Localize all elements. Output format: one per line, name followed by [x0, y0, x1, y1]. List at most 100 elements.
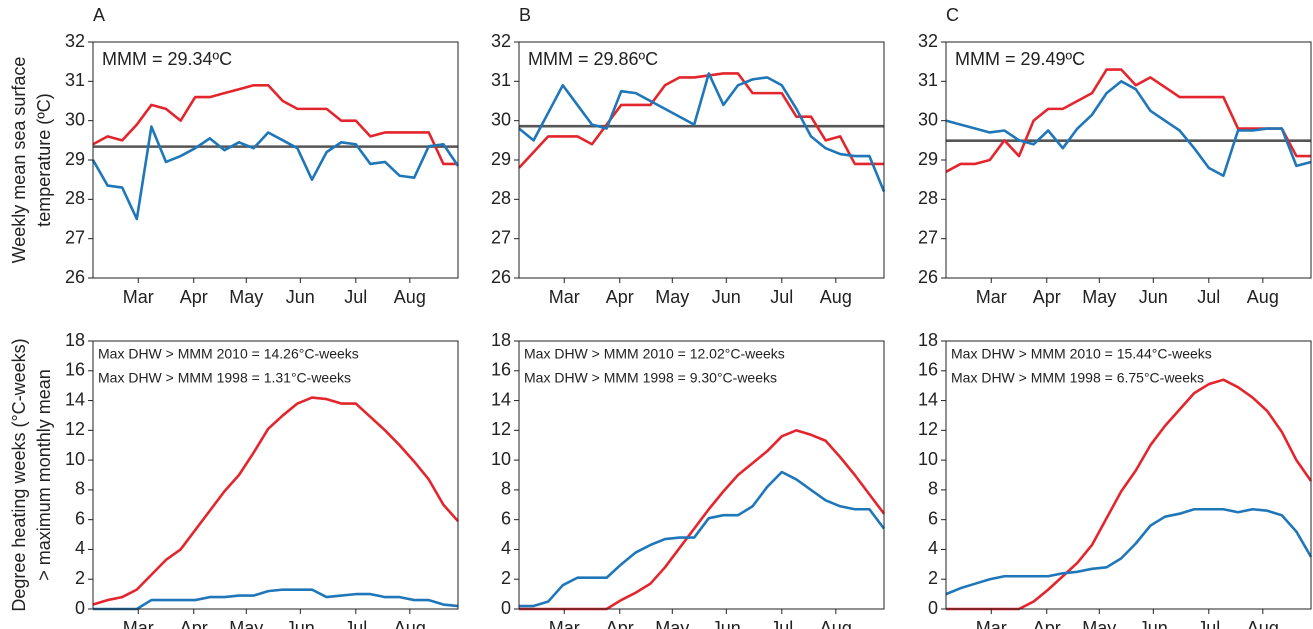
- data-line: [519, 470, 886, 608]
- plot-frame: [945, 340, 1312, 610]
- annotation: Max DHW > MMM 2010 = 14.26°C-weeks: [98, 346, 359, 362]
- plot-frame: [92, 41, 459, 279]
- annotation: Max DHW > MMM 2010 = 12.02°C-weeks: [524, 346, 785, 362]
- y-tick-label: 12: [65, 419, 85, 439]
- data-line: [519, 429, 886, 611]
- x-tick-label: Jun: [712, 287, 741, 307]
- y-tick-label: 30: [65, 109, 85, 129]
- x-tick-label: Apr: [1033, 618, 1061, 629]
- y-tick-label: 27: [491, 227, 511, 247]
- data-line: [945, 80, 1312, 178]
- y-tick-label: 18: [918, 330, 938, 350]
- y-tick-label: 27: [65, 227, 85, 247]
- y-tick-label: 8: [928, 479, 938, 499]
- panel-label: A: [93, 5, 105, 25]
- y-tick-label: 31: [65, 70, 85, 90]
- data-line: [518, 72, 884, 169]
- annotation: Max DHW > MMM 1998 = 9.30°C-weeks: [524, 370, 777, 386]
- annotation: Max DHW > MMM 2010 = 15.44°C-weeks: [951, 346, 1212, 362]
- y-axis-label: > maximum monthly mean: [34, 369, 54, 581]
- y-tick-label: 8: [501, 479, 511, 499]
- x-tick-label: Aug: [820, 287, 852, 307]
- x-tick-label: Apr: [606, 618, 634, 629]
- x-tick-label: Mar: [123, 618, 154, 629]
- y-tick-label: 14: [491, 389, 511, 409]
- x-tick-label: Aug: [394, 618, 426, 629]
- y-tick-label: 12: [918, 419, 938, 439]
- y-tick-label: 4: [928, 538, 938, 558]
- x-tick-label: Jun: [286, 287, 315, 307]
- x-tick-label: Jul: [344, 287, 367, 307]
- y-tick-label: 0: [75, 598, 85, 618]
- y-tick-label: 28: [65, 188, 85, 208]
- y-tick-label: 31: [918, 70, 938, 90]
- data-line: [945, 68, 1311, 173]
- data-line: [518, 72, 886, 192]
- x-tick-label: Mar: [549, 287, 580, 307]
- annotation: Max DHW > MMM 1998 = 1.31°C-weeks: [98, 370, 351, 386]
- x-tick-label: Mar: [549, 618, 580, 629]
- x-tick-label: May: [1082, 287, 1116, 307]
- y-tick-label: 4: [75, 538, 85, 558]
- annotation: MMM = 29.34ºC: [102, 49, 232, 69]
- y-tick-label: 18: [491, 330, 511, 350]
- y-tick-label: 16: [918, 360, 938, 380]
- x-tick-label: Apr: [606, 287, 634, 307]
- y-tick-label: 28: [491, 188, 511, 208]
- panel-label: B: [519, 5, 531, 25]
- data-line: [945, 507, 1313, 596]
- annotation: MMM = 29.86ºC: [528, 49, 658, 69]
- y-tick-label: 32: [918, 31, 938, 51]
- data-line: [91, 125, 460, 221]
- y-tick-label: 2: [501, 568, 511, 588]
- annotation: MMM = 29.49ºC: [955, 49, 1085, 69]
- y-axis-label: Degree heating weeks (°C-weeks): [9, 338, 29, 611]
- y-tick-label: 14: [65, 389, 85, 409]
- x-tick-label: Aug: [394, 287, 426, 307]
- plot-frame: [92, 340, 459, 610]
- y-tick-label: 0: [501, 598, 511, 618]
- x-tick-label: Aug: [1247, 618, 1279, 629]
- x-tick-label: Jul: [1197, 618, 1220, 629]
- y-tick-label: 10: [65, 449, 85, 469]
- y-tick-label: 29: [918, 149, 938, 169]
- y-tick-label: 31: [491, 70, 511, 90]
- y-tick-label: 6: [75, 508, 85, 528]
- y-tick-label: 10: [918, 449, 938, 469]
- data-line: [946, 378, 1313, 611]
- x-tick-label: May: [655, 287, 689, 307]
- y-tick-label: 26: [65, 267, 85, 287]
- y-tick-label: 32: [491, 31, 511, 51]
- x-tick-label: May: [229, 287, 263, 307]
- y-tick-label: 16: [65, 360, 85, 380]
- y-tick-label: 2: [928, 568, 938, 588]
- y-tick-label: 16: [491, 360, 511, 380]
- x-tick-label: Jul: [344, 618, 367, 629]
- x-tick-label: Jun: [712, 618, 741, 629]
- y-tick-label: 6: [501, 508, 511, 528]
- y-tick-label: 27: [918, 227, 938, 247]
- y-tick-label: 30: [491, 109, 511, 129]
- y-tick-label: 0: [928, 598, 938, 618]
- x-tick-label: Apr: [180, 287, 208, 307]
- y-axis-label: temperature (ºC): [34, 93, 54, 227]
- plot-frame: [518, 340, 885, 610]
- y-tick-label: 8: [75, 479, 85, 499]
- x-tick-label: May: [655, 618, 689, 629]
- x-tick-label: Jul: [770, 618, 793, 629]
- data-line: [92, 83, 458, 166]
- x-tick-label: Aug: [1247, 287, 1279, 307]
- y-tick-label: 26: [491, 267, 511, 287]
- x-tick-label: Mar: [123, 287, 154, 307]
- panel-label: C: [946, 5, 959, 25]
- x-tick-label: Jul: [770, 287, 793, 307]
- y-tick-label: 26: [918, 267, 938, 287]
- x-tick-label: Mar: [976, 618, 1007, 629]
- x-tick-label: Jun: [1139, 287, 1168, 307]
- x-tick-label: May: [229, 618, 263, 629]
- y-axis-label: Weekly mean sea surface: [9, 57, 29, 264]
- data-line: [93, 588, 459, 611]
- y-tick-label: 30: [918, 109, 938, 129]
- y-tick-label: 29: [491, 149, 511, 169]
